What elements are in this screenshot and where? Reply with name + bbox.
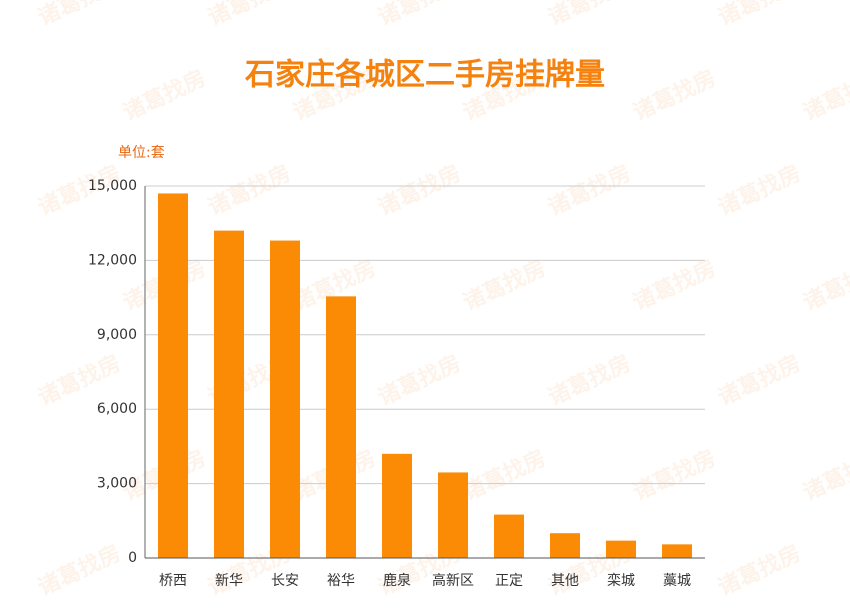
watermark: 诸葛找房	[459, 445, 550, 506]
bar	[550, 533, 580, 558]
watermark: 诸葛找房	[799, 65, 850, 126]
watermark: 诸葛找房	[204, 160, 295, 221]
watermark: 诸葛找房	[714, 160, 805, 221]
watermark: 诸葛找房	[629, 65, 720, 126]
x-tick-label: 新华	[215, 573, 243, 589]
watermark: 诸葛找房	[34, 0, 125, 31]
watermark: 诸葛找房	[374, 160, 465, 221]
watermark: 诸葛找房	[714, 350, 805, 411]
watermark: 诸葛找房	[204, 0, 295, 31]
bar	[270, 240, 300, 558]
y-tick-label: 9,000	[97, 327, 137, 343]
bar	[382, 453, 412, 558]
watermark: 诸葛找房	[119, 65, 210, 126]
bar	[662, 544, 692, 558]
bar	[214, 230, 244, 558]
watermark: 诸葛找房	[629, 445, 720, 506]
y-tick-label: 12,000	[88, 252, 137, 268]
x-tick-label: 鹿泉	[383, 572, 411, 589]
watermark: 诸葛找房	[34, 540, 125, 601]
y-tick-label: 3,000	[97, 476, 137, 492]
x-tick-label: 桥西	[159, 573, 187, 589]
watermark: 诸葛找房	[629, 255, 720, 316]
watermark: 诸葛找房	[374, 0, 465, 31]
x-tick-label: 藁城	[663, 573, 691, 589]
watermark: 诸葛找房	[544, 0, 635, 31]
x-tick-label: 栾城	[607, 572, 635, 589]
x-tick-label: 其他	[551, 573, 579, 589]
x-tick-label: 正定	[495, 573, 523, 589]
bar	[606, 540, 636, 558]
watermark: 诸葛找房	[714, 540, 805, 601]
x-tick-label: 高新区	[432, 572, 474, 589]
watermark: 诸葛找房	[544, 350, 635, 411]
watermark: 诸葛找房	[374, 350, 465, 411]
bar	[158, 193, 188, 558]
y-axis-label: 单位:套	[118, 145, 165, 161]
x-tick-label: 长安	[271, 573, 299, 589]
bar	[494, 514, 524, 558]
y-tick-label: 6,000	[97, 401, 137, 417]
y-tick-label: 15,000	[88, 178, 137, 194]
bar	[438, 472, 468, 558]
bar	[326, 296, 356, 558]
watermark: 诸葛找房	[714, 0, 805, 31]
watermark: 诸葛找房	[544, 160, 635, 221]
watermark: 诸葛找房	[459, 255, 550, 316]
y-tick-label: 0	[128, 550, 137, 566]
x-tick-label: 裕华	[327, 573, 355, 589]
chart-title: 石家庄各城区二手房挂牌量	[244, 58, 605, 93]
watermark: 诸葛找房	[799, 255, 850, 316]
watermark: 诸葛找房	[799, 445, 850, 506]
